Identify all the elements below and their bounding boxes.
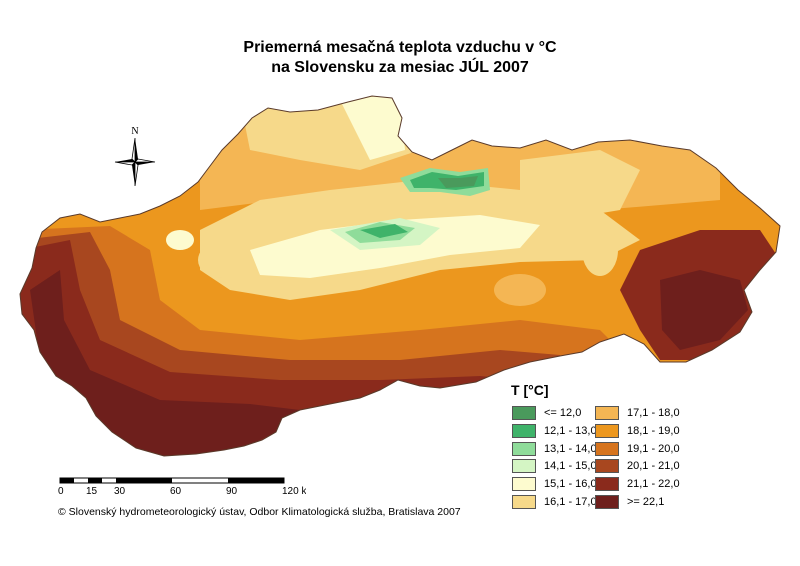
legend-item: 19,1 - 20,0 <box>595 441 680 456</box>
legend-label: 19,1 - 20,0 <box>627 442 680 455</box>
legend-item: <= 12,0 <box>512 406 581 420</box>
legend-item: 16,1 - 17,0 <box>512 495 597 509</box>
legend-label: 16,1 - 17,0 <box>544 496 597 508</box>
legend-item: 17,1 - 18,0 <box>595 406 680 420</box>
legend-item: 21,1 - 22,0 <box>595 477 680 492</box>
zone-16-17-east <box>520 150 640 220</box>
legend-label: 12,1 - 13,0 <box>544 424 597 437</box>
credit-text: © Slovenský hydrometeorologický ústav, O… <box>58 506 461 518</box>
map-title-line-1: Priemerná mesačná teplota vzduchu v °C <box>243 39 557 56</box>
legend-item: 18,1 - 19,0 <box>595 423 680 438</box>
legend-label: 17,1 - 18,0 <box>627 407 680 419</box>
zone-15-16-north <box>340 96 405 160</box>
scale-tick-label: 60 <box>170 486 182 497</box>
legend-item: 14,1 - 15,0 <box>512 459 597 474</box>
legend-swatch <box>595 406 619 420</box>
scale-tick-label: 30 <box>114 486 126 497</box>
legend-label: 15,1 - 16,0 <box>544 478 597 491</box>
scale-tick-label: 0 <box>58 486 64 497</box>
legend-swatch <box>595 423 619 438</box>
zone-ge-22-east <box>660 270 748 350</box>
legend-label: <= 12,0 <box>544 407 582 419</box>
zone-spot-2 <box>494 274 546 306</box>
compass-north-label: N <box>131 126 138 137</box>
zone-12-13-low-tatras <box>360 224 408 238</box>
legend-label: >= 22,1 <box>627 496 665 508</box>
legend-swatch <box>512 441 536 456</box>
legend-item: 20,1 - 21,0 <box>595 459 680 474</box>
legend-item: >= 22,1 <box>595 495 664 509</box>
legend-swatch <box>512 459 536 474</box>
legend-swatch <box>595 477 619 492</box>
legend-swatch <box>595 495 619 509</box>
zone-ge-22-west <box>30 270 300 456</box>
zone-spot-3 <box>582 224 618 276</box>
legend-label: 20,1 - 21,0 <box>627 460 680 473</box>
legend-item: 15,1 - 16,0 <box>512 477 597 492</box>
zone-spot-4 <box>166 230 194 250</box>
legend-swatch <box>512 423 536 438</box>
legend-item: 13,1 - 14,0 <box>512 441 597 456</box>
legend-swatch <box>512 406 536 420</box>
map-title: Priemerná mesačná teplota vzduchu v °C n… <box>0 38 800 78</box>
scale-bar: 0 15 30 60 90 120 km <box>58 477 306 497</box>
legend-swatch <box>512 477 536 492</box>
scale-tick-label: 15 <box>86 486 98 497</box>
map-title-line-2: na Slovensku za mesiac JÚL 2007 <box>271 59 529 76</box>
legend-swatch <box>595 459 619 474</box>
legend-label: 14,1 - 15,0 <box>544 460 597 473</box>
scale-tick-label: 90 <box>226 486 238 497</box>
legend-swatch <box>512 495 536 509</box>
legend-item: 12,1 - 13,0 <box>512 423 597 438</box>
legend-label: 18,1 - 19,0 <box>627 424 680 437</box>
legend-label: 13,1 - 14,0 <box>544 442 597 455</box>
zone-spot-1 <box>198 242 242 278</box>
scale-tick-label: 120 km <box>282 486 306 497</box>
legend-label: 21,1 - 22,0 <box>627 478 680 491</box>
zone-le-12-tatras <box>438 176 478 188</box>
legend-swatch <box>595 441 619 456</box>
legend-title: T [°C] <box>511 382 549 398</box>
north-arrow-icon: N <box>114 126 156 186</box>
